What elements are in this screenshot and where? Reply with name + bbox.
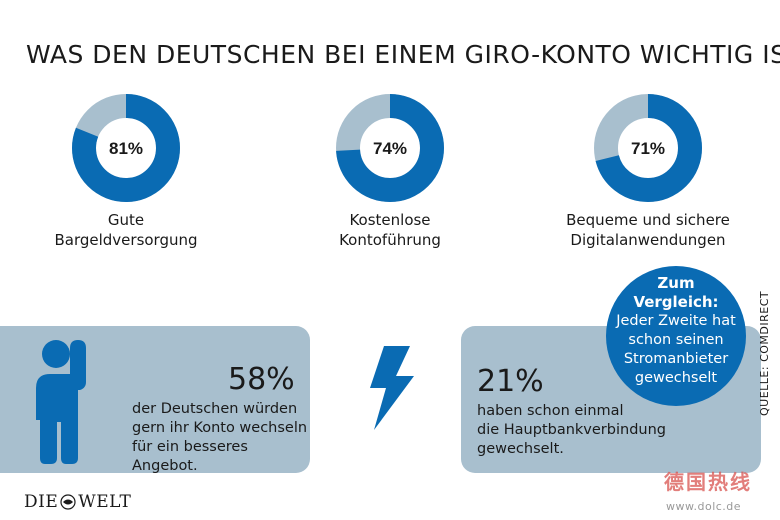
- logo-part: WELT: [78, 492, 132, 512]
- donut-svg-1: 81%: [72, 94, 180, 202]
- donut-value-label: 81%: [109, 139, 143, 158]
- donut-svg-3: 71%: [594, 94, 702, 202]
- globe-emblem-icon: [60, 494, 76, 510]
- donut-arc: [336, 94, 444, 202]
- donut-value-label: 71%: [631, 139, 665, 158]
- stat-line: gewechselt.: [477, 441, 564, 457]
- donut-chart-3: 71% Bequeme und sichere Digitalanwendung…: [538, 92, 758, 252]
- donut-arc: [594, 94, 702, 202]
- stat-line: der Deutschen würden: [132, 401, 298, 417]
- stat-line: gern ihr Konto wechseln: [132, 420, 308, 436]
- badge-text: gewechselt: [634, 370, 718, 386]
- donut-arc: [72, 94, 180, 202]
- donut-label-line2: Digitalanwendungen: [570, 231, 726, 249]
- watermark-text: 德国热线: [664, 470, 752, 494]
- lightning-bolt-icon: [370, 346, 414, 430]
- donut-value-label: 74%: [373, 139, 407, 158]
- die-welt-logo: DIE WELT: [24, 492, 131, 512]
- page-title: WAS DEN DEUTSCHEN BEI EINEM GIRO-KONTO W…: [26, 40, 780, 69]
- stat-description: haben schon einmal die Hauptbankverbindu…: [477, 402, 666, 459]
- badge-heading: Vergleich:: [633, 293, 719, 311]
- stat-description: der Deutschen würden gern ihr Konto wech…: [132, 400, 310, 476]
- donut-category-label: Bequeme und sichere Digitalanwendungen: [538, 210, 758, 250]
- watermark-url: www.dolc.de: [666, 500, 742, 513]
- badge-text: schon seinen: [628, 332, 724, 348]
- stat-panel-left: 58% der Deutschen würden gern ihr Konto …: [0, 326, 310, 476]
- donut-svg-2: 74%: [336, 94, 444, 202]
- donut-category-label: Kostenlose Kontoführung: [280, 210, 500, 250]
- badge-heading: Zum: [657, 274, 695, 292]
- donut-chart-2: 74% Kostenlose Kontoführung: [280, 92, 500, 252]
- donut-label-line2: Bargeldversorgung: [54, 231, 198, 249]
- donut-label-line2: Kontoführung: [339, 231, 441, 249]
- stat-value: 58%: [228, 362, 295, 397]
- stat-line: für ein besseres Angebot.: [132, 439, 248, 474]
- stat-line: haben schon einmal: [477, 403, 624, 419]
- badge-text: Stromanbieter: [623, 351, 729, 367]
- person-raising-hand-icon: [36, 340, 86, 464]
- donut-label-line1: Bequeme und sichere: [566, 211, 730, 229]
- stat-value: 21%: [477, 364, 544, 399]
- stat-line: die Hauptbankverbindung: [477, 422, 666, 438]
- comparison-badge: Zum Vergleich: Jeder Zweite hat schon se…: [606, 266, 746, 406]
- badge-text: Jeder Zweite hat: [616, 313, 736, 329]
- donut-category-label: Gute Bargeldversorgung: [16, 210, 236, 250]
- logo-part: DIE: [24, 492, 59, 512]
- donut-label-line1: Gute: [107, 211, 145, 229]
- donut-chart-1: 81% Gute Bargeldversorgung: [16, 92, 236, 252]
- donut-label-line1: Kostenlose: [349, 211, 431, 229]
- source-note: QUELLE: COMDIRECT: [758, 290, 771, 416]
